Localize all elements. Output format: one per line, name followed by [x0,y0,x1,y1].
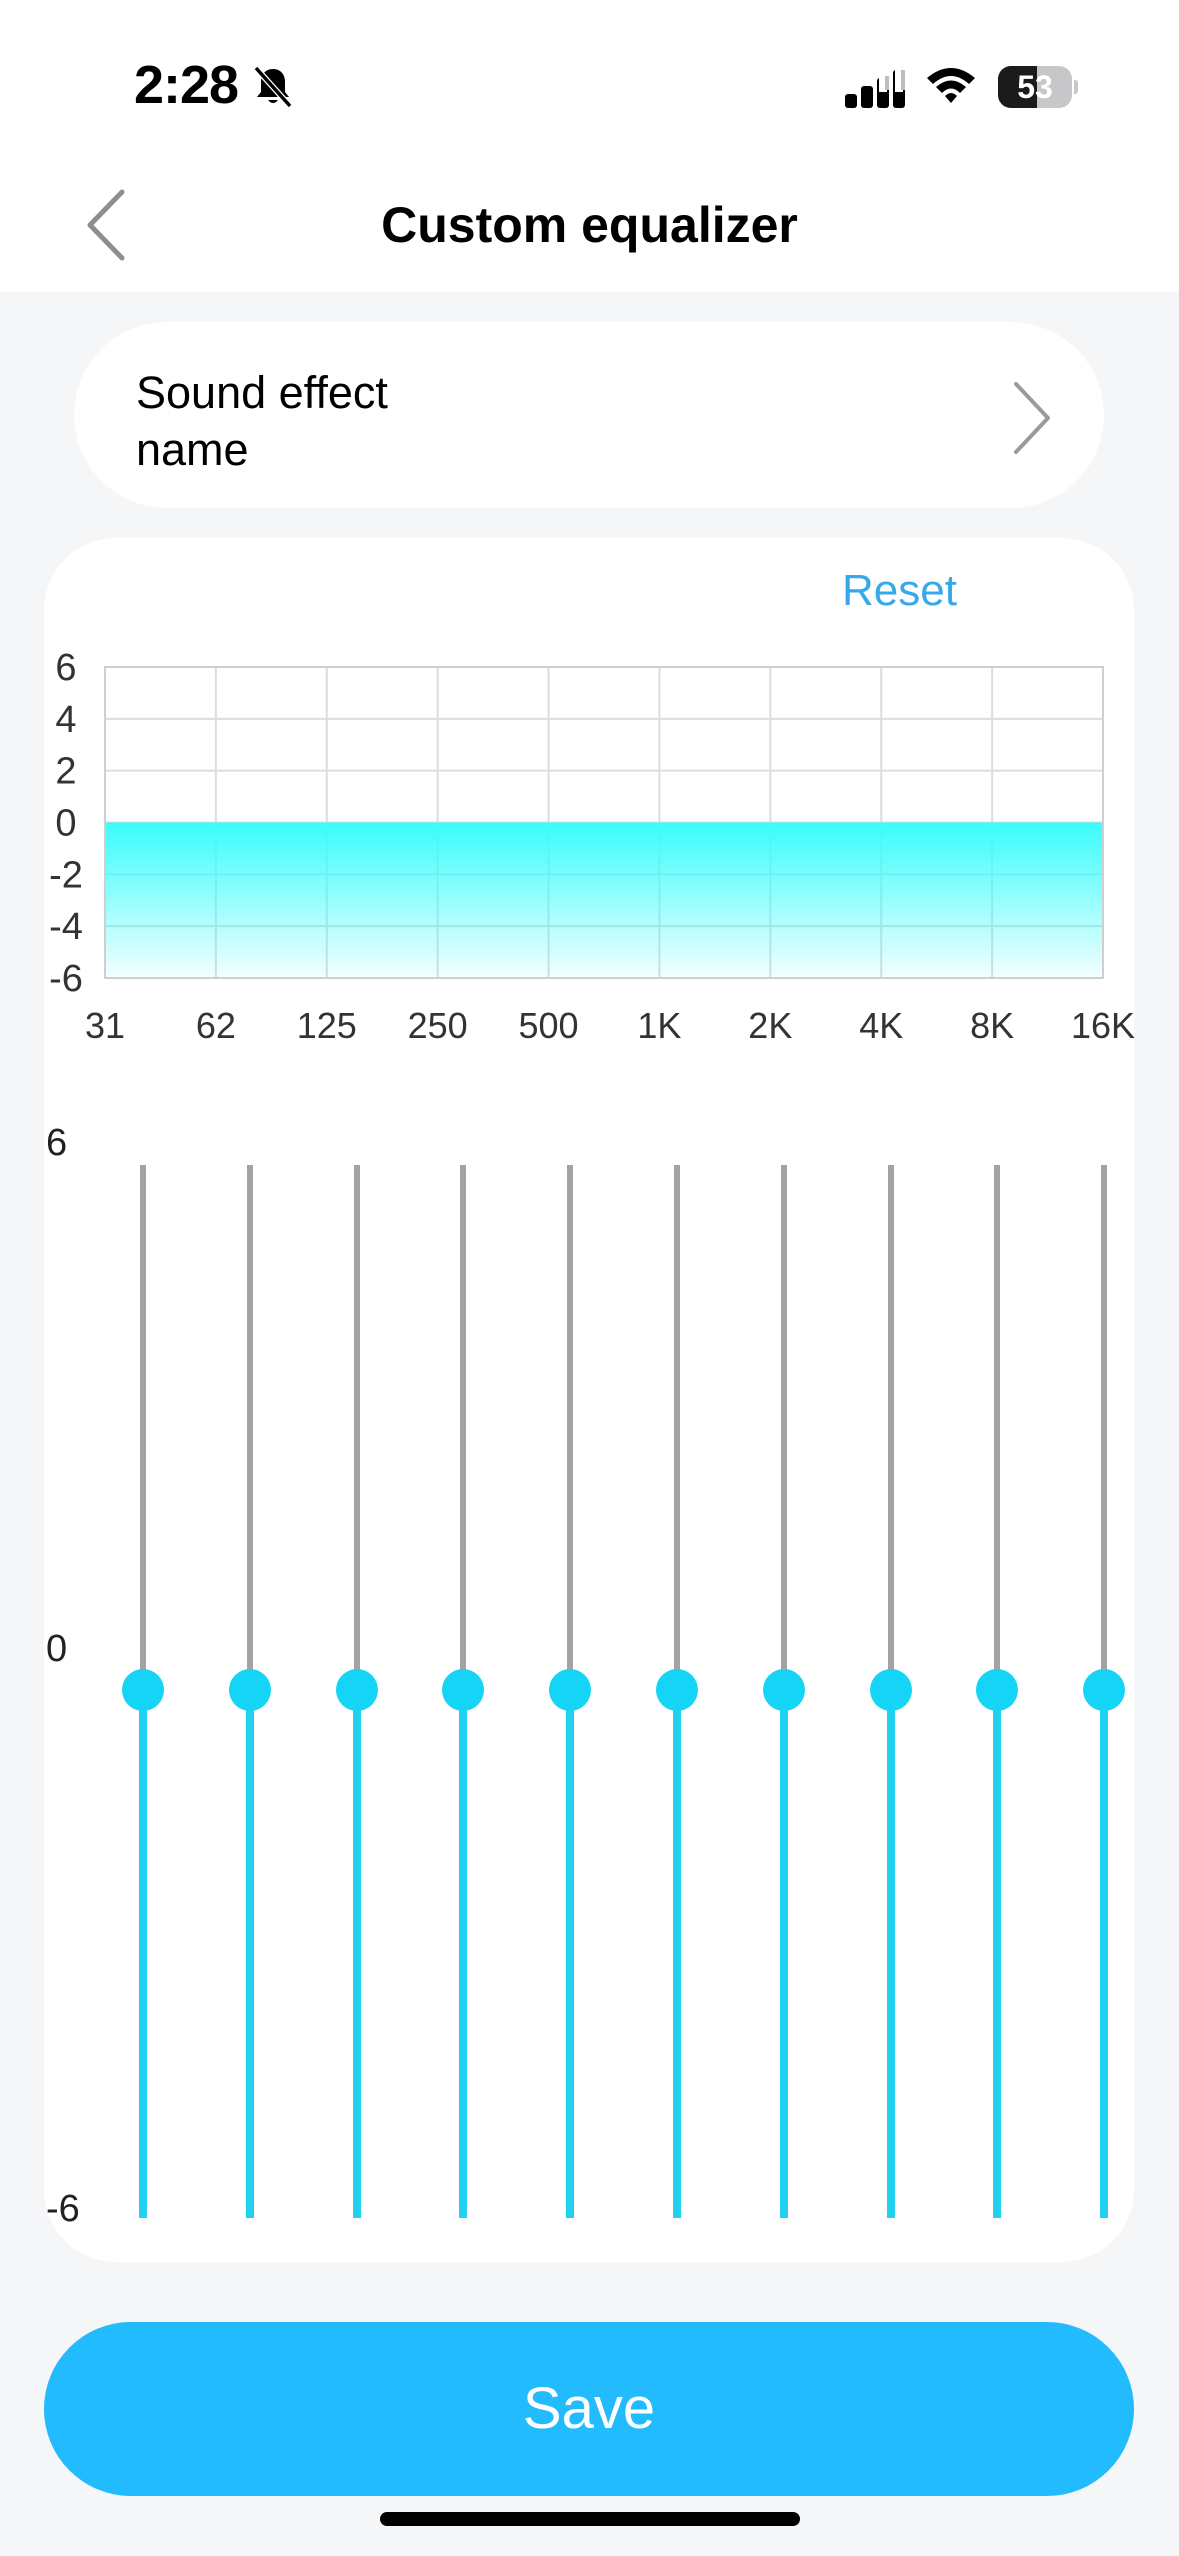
slider-track-active [566,1690,575,2218]
slider-track-active [993,1690,1002,2218]
slider-knob[interactable] [1083,1669,1126,1711]
status-time: 2:28 [134,55,239,115]
band-slider-250[interactable] [433,1165,493,2218]
slider-track-inactive [140,1165,146,1690]
band-slider-4K[interactable] [861,1165,921,2218]
top-area [0,0,1179,292]
band-slider-500[interactable] [540,1165,600,2218]
slider-track-active [459,1690,468,2218]
battery-level-fill [998,66,1038,108]
band-slider-8K[interactable] [967,1165,1027,2218]
slider-knob[interactable] [335,1669,378,1711]
cellular-signal-icon [845,68,905,108]
slider-knob[interactable] [442,1669,485,1711]
slider-knob[interactable] [228,1669,271,1711]
slider-track-inactive [887,1165,894,1690]
battery-indicator: 53 [998,66,1078,108]
slider-knob[interactable] [762,1669,805,1711]
band-slider-62[interactable] [220,1165,280,2218]
slider-track-inactive [567,1165,574,1690]
page-title: Custom equalizer [381,197,798,253]
band-slider-31[interactable] [113,1165,173,2218]
slider-track-inactive [994,1165,1001,1690]
slider-knob[interactable] [549,1669,592,1711]
sound-effect-name-row[interactable]: Sound effect name [74,322,1104,508]
battery-percentage: 53 [1017,69,1053,105]
slider-track-inactive [1101,1165,1108,1690]
reset-button[interactable]: Reset [842,566,957,615]
slider-knob[interactable] [656,1669,698,1711]
slider-knob[interactable] [122,1669,164,1711]
slider-track-active [779,1690,788,2218]
slider-track-active [886,1690,895,2218]
band-slider-125[interactable] [327,1165,387,2218]
slider-knob[interactable] [976,1669,1019,1711]
slider-track-active [352,1690,361,2218]
slider-track-active [673,1690,681,2218]
band-slider-1K[interactable] [647,1165,707,2218]
chevron-right-icon [1014,382,1050,454]
slider-track-inactive [674,1165,680,1690]
slider-track-inactive [353,1165,360,1690]
slider-track-active [245,1690,254,2218]
slider-track-inactive [460,1165,467,1690]
save-button[interactable]: Save [44,2322,1134,2496]
back-button[interactable] [70,180,150,270]
slider-track-active [139,1690,147,2218]
slider-knob[interactable] [869,1669,912,1711]
home-indicator [380,2512,800,2526]
bell-slash-icon [253,65,293,109]
sound-effect-name-label: Sound effect name [136,367,388,475]
chevron-left-icon [87,189,125,261]
band-slider-16K[interactable] [1074,1165,1134,2218]
slider-track-inactive [246,1165,253,1690]
slider-track-inactive [780,1165,787,1690]
wifi-icon [927,68,975,103]
band-slider-2K[interactable] [754,1165,814,2218]
slider-track-active [1100,1690,1109,2218]
